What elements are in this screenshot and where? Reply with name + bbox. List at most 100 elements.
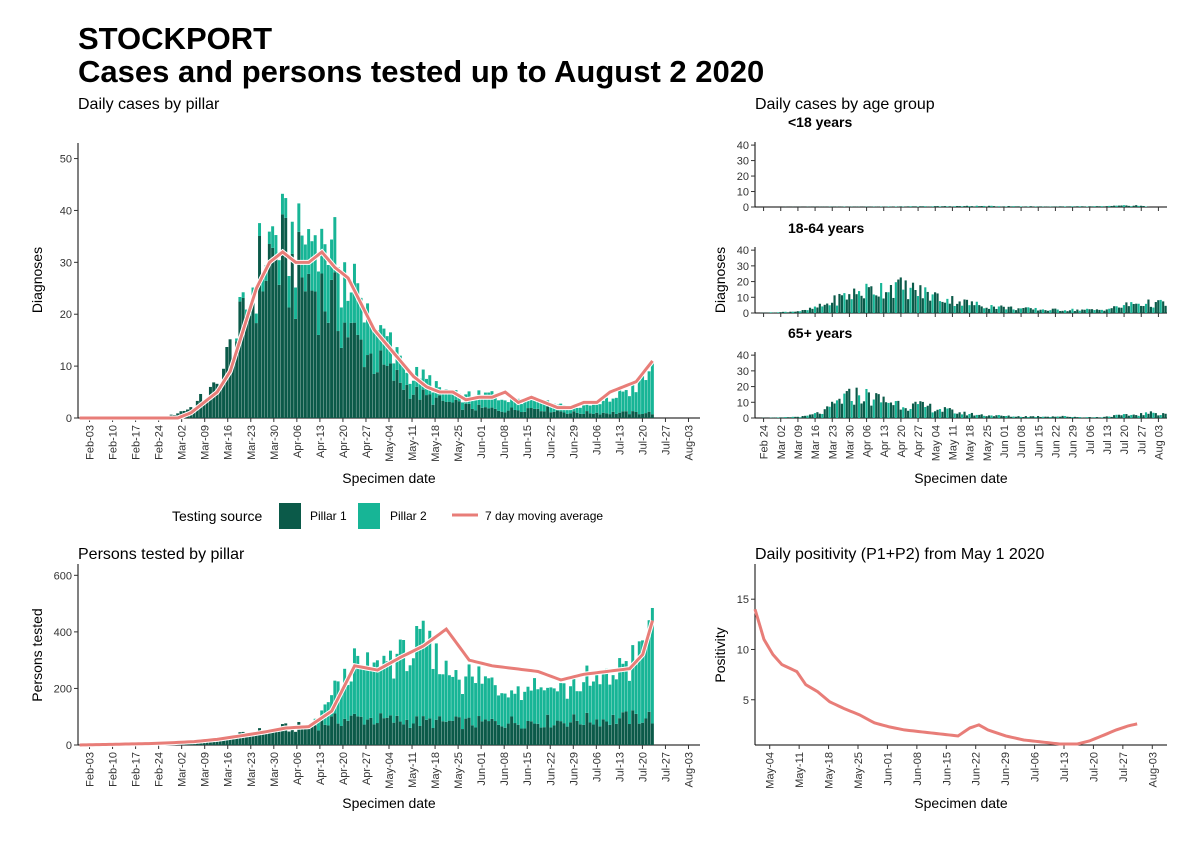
tested-bar-pillar1	[507, 724, 510, 745]
tested-bar-pillar2	[343, 669, 346, 719]
tested-bar-pillar2	[563, 683, 566, 723]
age-panel-2-bar	[1005, 416, 1007, 418]
tested-bar-pillar2	[461, 694, 464, 729]
cases-bar-pillar1	[209, 387, 212, 418]
age-panel-0-bar	[910, 206, 912, 207]
age-panel-1-bar	[1089, 309, 1091, 313]
age-panel-1-bar	[963, 299, 965, 313]
age-panel-2-bar	[1116, 415, 1118, 418]
age-panel-2-bar	[929, 404, 931, 418]
cases-bar-pillar1	[340, 348, 343, 418]
tested-y-tick-label: 0	[66, 740, 72, 752]
cases-bar-pillar1	[605, 413, 608, 418]
cases-bar-pillar1	[369, 354, 372, 418]
tested-y-tick-label: 200	[54, 683, 72, 695]
age-panel-2-bar	[1000, 416, 1002, 418]
cases-bar-pillar1	[615, 414, 618, 418]
age-panel-1-y-tick-label: 0	[743, 308, 749, 320]
tested-bar-pillar1	[497, 725, 500, 745]
age-panel-1-bar	[863, 298, 865, 313]
age-panel-1-bar	[1037, 311, 1039, 313]
age-panel-2-bar	[1125, 414, 1127, 418]
cases-bar-pillar1	[553, 412, 556, 418]
age-panel-2-bar	[988, 415, 990, 418]
age-panel-2-bar	[914, 402, 916, 418]
tested-bar-pillar1	[490, 719, 493, 745]
age-panel-1-bar	[838, 294, 840, 313]
age-panel-2-bar	[878, 394, 880, 418]
age-panel-0-bar	[956, 206, 958, 207]
age-panel-2-bar	[1044, 417, 1046, 418]
positivity-x-tick-label: Jul-20	[1088, 752, 1100, 782]
cases-bar-pillar1	[648, 412, 651, 418]
age-panel-1-bar	[883, 298, 885, 313]
age-panel-0-bar	[986, 206, 988, 207]
age-panel-0-bar	[981, 206, 983, 207]
age-panel-0-bar	[1086, 206, 1088, 207]
tested-bar-pillar2	[533, 678, 536, 723]
tested-bar-pillar2	[608, 685, 611, 725]
cases-x-tick-label: Jul-27	[660, 425, 672, 455]
age-panel-1-bar	[922, 298, 924, 313]
age-panel-2-bar	[986, 416, 988, 418]
tested-bar-pillar2	[615, 679, 618, 723]
age-panel-0-bar	[1010, 206, 1012, 207]
age-panel-0-bar	[887, 206, 889, 207]
age-panel-2-x-tick-label: Jun 22	[1050, 425, 1062, 458]
tested-bar-pillar2	[500, 693, 503, 726]
cases-bar-pillar2	[288, 276, 291, 307]
age-panel-0-y-tick-label: 40	[737, 140, 749, 152]
age-panel-2-bar	[1130, 415, 1132, 418]
age-panel-2-bar	[934, 411, 936, 418]
age-panel-1-bar	[829, 305, 831, 313]
positivity-x-tick-label: May-25	[853, 752, 865, 789]
age-panel-1-bar	[880, 283, 882, 313]
age-panel-2-bar	[971, 413, 973, 418]
age-panel-2-bar	[1049, 417, 1051, 418]
age-panel-0-bar	[1069, 206, 1071, 207]
age-panel-2-bar	[1106, 416, 1108, 418]
age-panel-2-x-tick-label: Apr 13	[879, 425, 891, 457]
age-panel-2-bar	[900, 410, 902, 418]
age-panel-1-bar	[941, 302, 943, 313]
tested-bar-pillar1	[477, 716, 480, 745]
tested-bar-pillar2	[451, 677, 454, 721]
tested-bar-pillar1	[631, 710, 634, 745]
age-panel-0-bar	[1089, 206, 1091, 207]
age-panel-1-bar	[988, 309, 990, 313]
age-panel-1-bar	[1135, 304, 1137, 313]
age-panel-0-bar	[1039, 206, 1041, 207]
tested-bar-pillar1	[530, 721, 533, 745]
age-panel-2-bar	[1062, 416, 1064, 418]
age-panel-1-label: 18-64 years	[788, 220, 865, 236]
cases-bar-pillar2	[618, 389, 621, 413]
age-panel-2-bar	[794, 417, 796, 418]
cases-bar-pillar2	[373, 331, 376, 374]
tested-x-tick-label: May-18	[430, 752, 442, 789]
age-panel-2-bar	[1133, 415, 1135, 418]
age-panel-1-bar	[892, 298, 894, 313]
age-panel-2-bar	[824, 409, 826, 418]
tested-bar-pillar2	[507, 697, 510, 723]
age-panel-1-bar	[799, 311, 801, 313]
age-panel-2-bar	[1093, 417, 1095, 418]
tested-bar-pillar2	[487, 678, 490, 721]
age-panel-1-bar	[986, 308, 988, 313]
age-panel-1-bar	[802, 310, 804, 313]
age-panel-1-bar	[1133, 304, 1135, 313]
cases-bar-pillar1	[261, 291, 264, 418]
age-panel-0-y-tick-label: 30	[737, 156, 749, 168]
age-panel-2-bar	[966, 415, 968, 418]
age-panel-2-bar	[1057, 416, 1059, 418]
age-panel-1-bar	[836, 306, 838, 313]
tested-bar-pillar1	[484, 719, 487, 745]
tested-bar-pillar1	[612, 715, 615, 745]
tested-bar-pillar2	[497, 695, 500, 724]
age-panel-2-bar	[863, 401, 865, 418]
age-panel-1-bar	[1140, 306, 1142, 313]
cases-bar-pillar1	[212, 382, 215, 418]
cases-bar-pillar2	[592, 404, 595, 414]
age-panel-1-bar	[956, 304, 958, 313]
legend-swatch-pillar1	[279, 503, 301, 529]
tested-bar-pillar1	[487, 721, 490, 745]
